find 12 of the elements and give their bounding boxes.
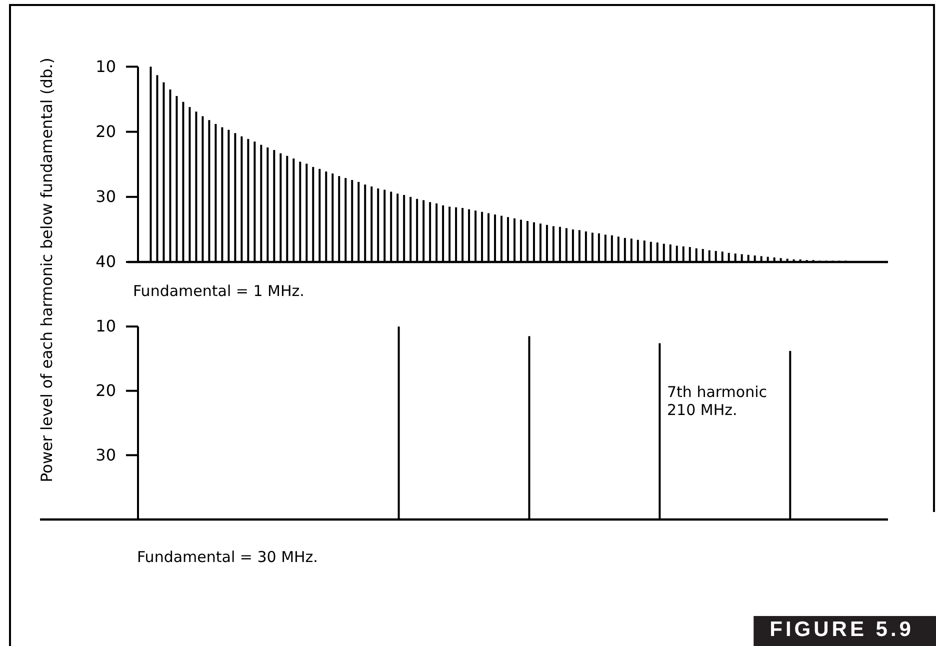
text: Fundamental = 1 MHz. [133,282,304,300]
y-tick-label: 20 [96,380,116,400]
text: Fundamental = 30 MHz. [137,548,318,566]
annotation: 7th harmonic 210 MHz. [667,383,768,419]
y-tick-label: 40 [96,252,116,272]
y-axis-title: Power level of each harmonic below fundamental (db.) [38,58,56,482]
y-tick-label: 10 [96,316,116,336]
caption: FIGURE 5.9 [770,618,914,641]
y-tick-label: 20 [96,122,116,141]
y-tick-label: 30 [96,445,116,464]
y-tick-label: 10 [96,56,116,76]
y-tick-label: 30 [96,187,116,206]
